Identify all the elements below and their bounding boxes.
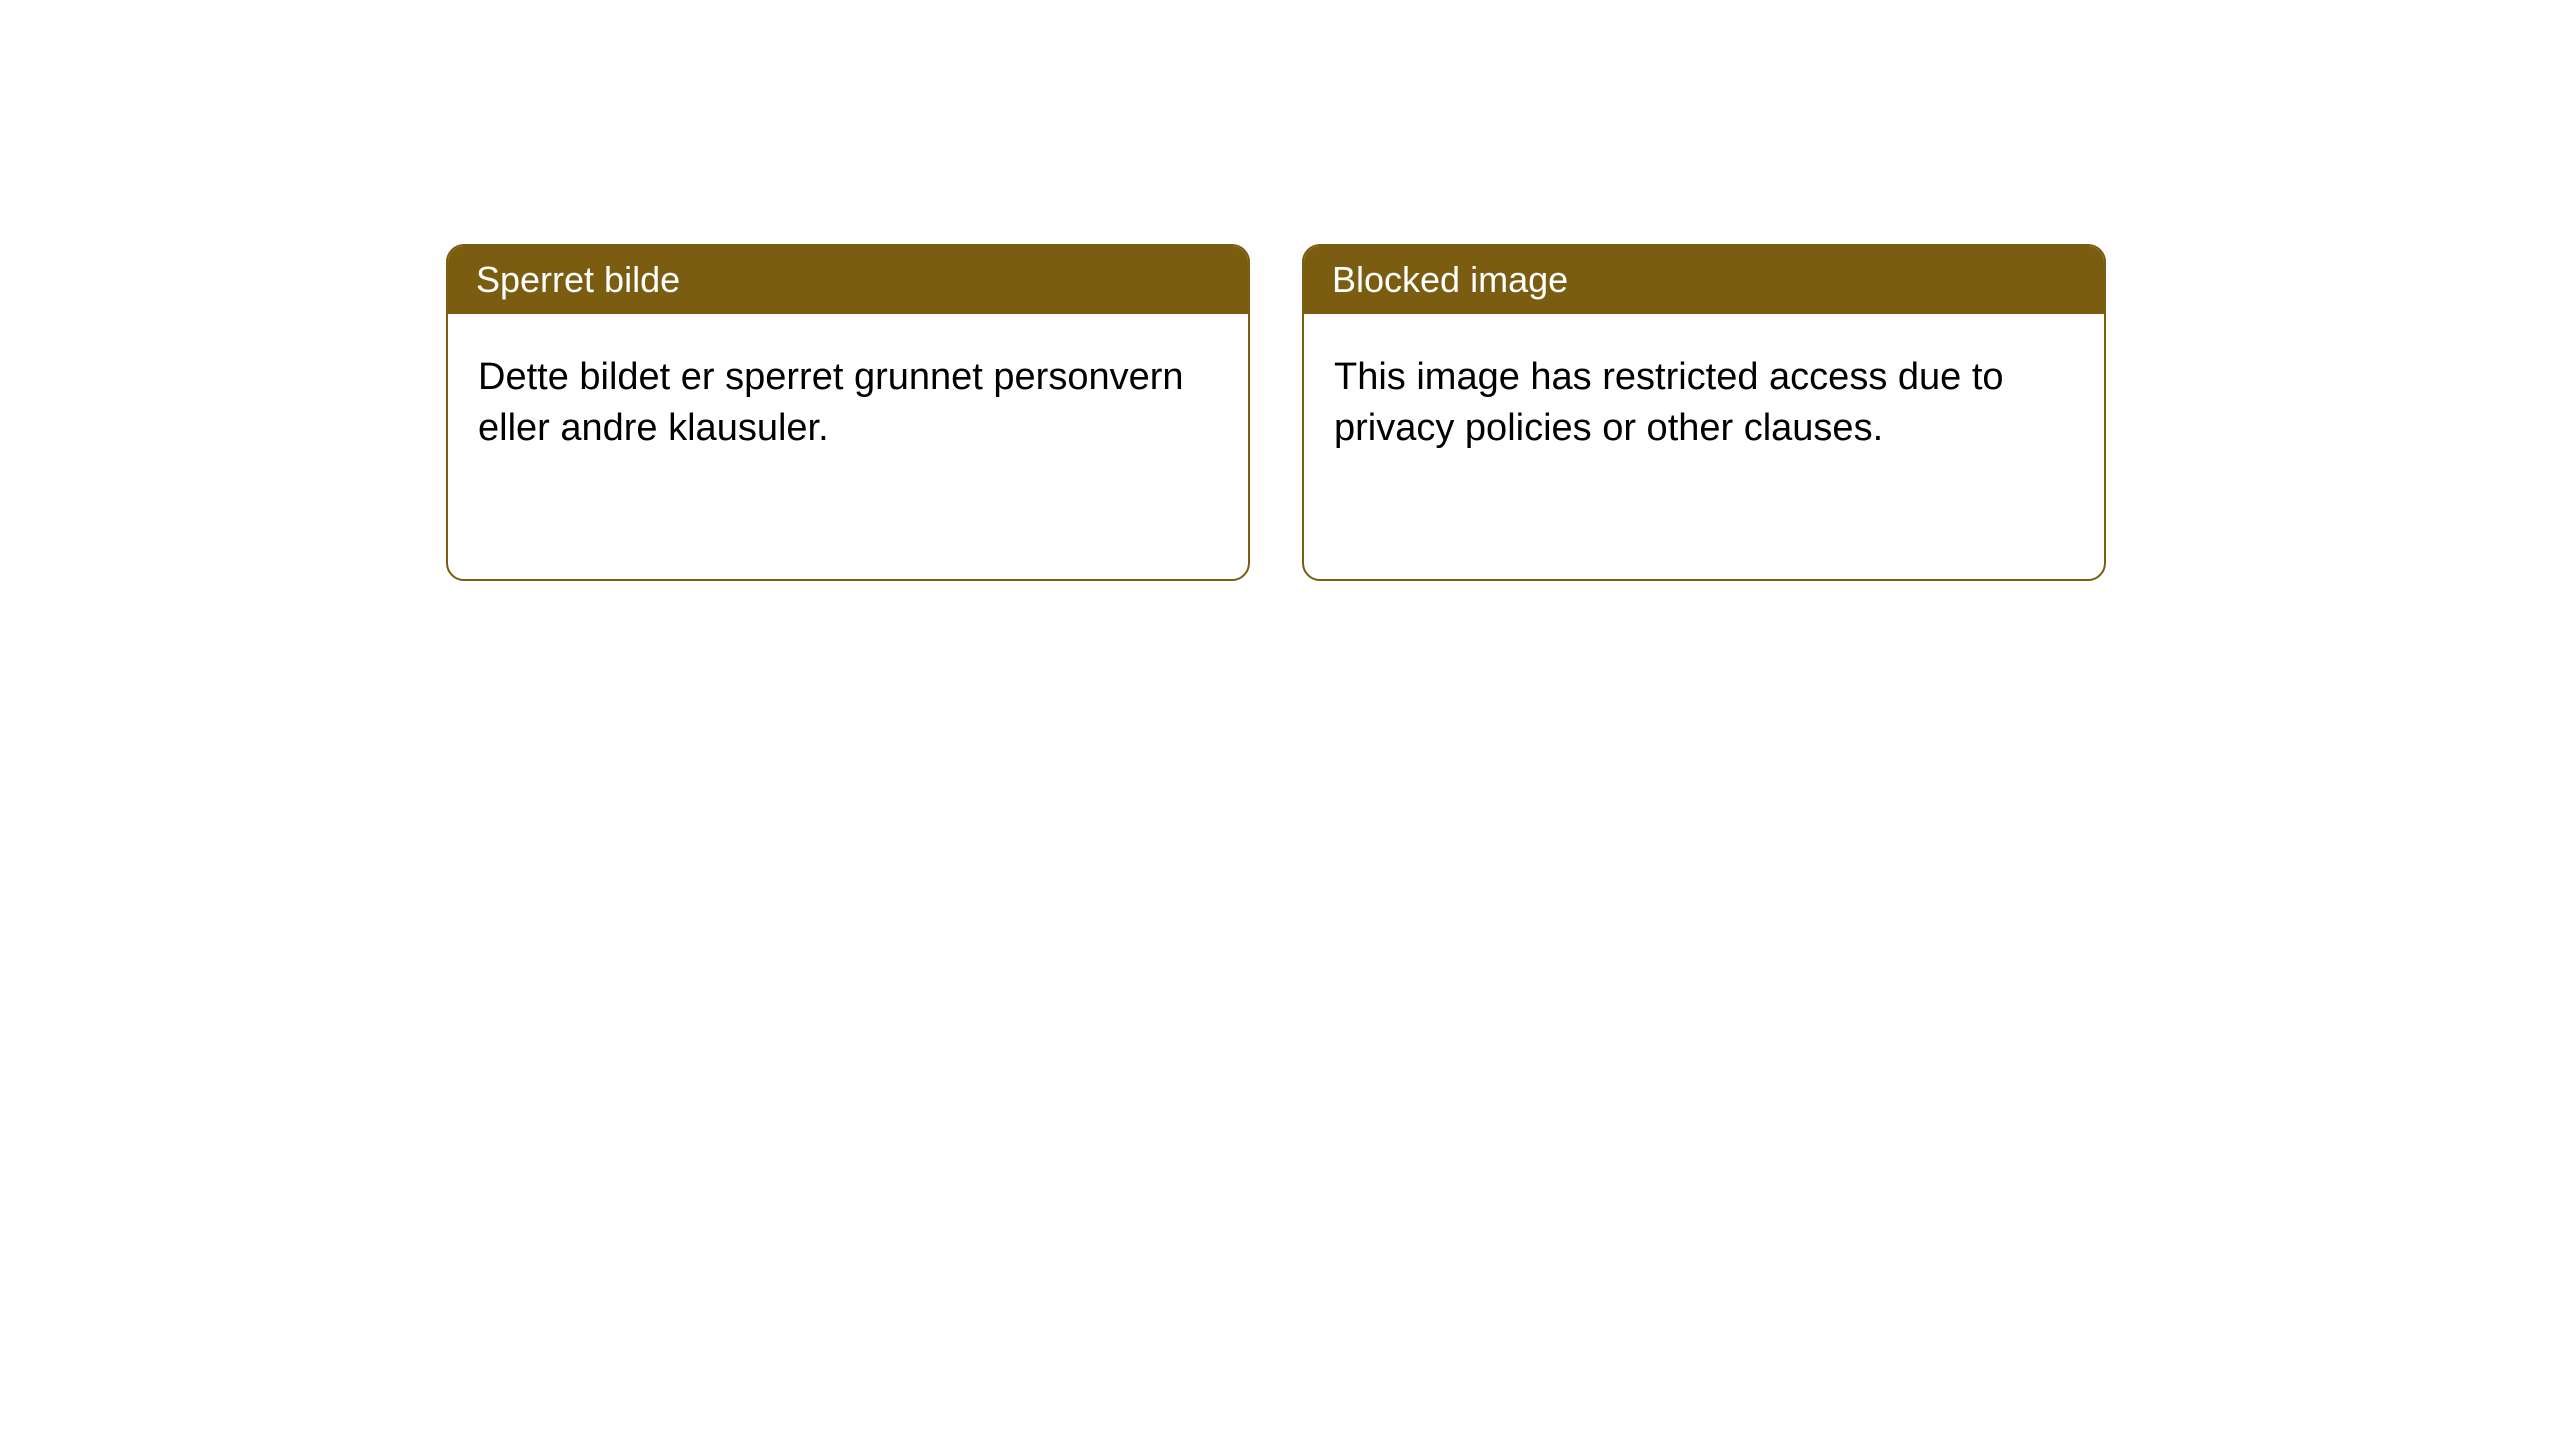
card-header-en: Blocked image [1304, 246, 2104, 314]
card-body-no: Dette bildet er sperret grunnet personve… [448, 314, 1248, 493]
card-body-en: This image has restricted access due to … [1304, 314, 2104, 493]
card-body-text-no: Dette bildet er sperret grunnet personve… [478, 356, 1184, 449]
card-body-text-en: This image has restricted access due to … [1334, 356, 2004, 449]
card-header-text-en: Blocked image [1332, 259, 1568, 300]
blocked-image-card-en: Blocked image This image has restricted … [1302, 244, 2106, 581]
card-header-text-no: Sperret bilde [476, 259, 680, 300]
notice-cards-container: Sperret bilde Dette bildet er sperret gr… [0, 0, 2560, 581]
blocked-image-card-no: Sperret bilde Dette bildet er sperret gr… [446, 244, 1250, 581]
card-header-no: Sperret bilde [448, 246, 1248, 314]
